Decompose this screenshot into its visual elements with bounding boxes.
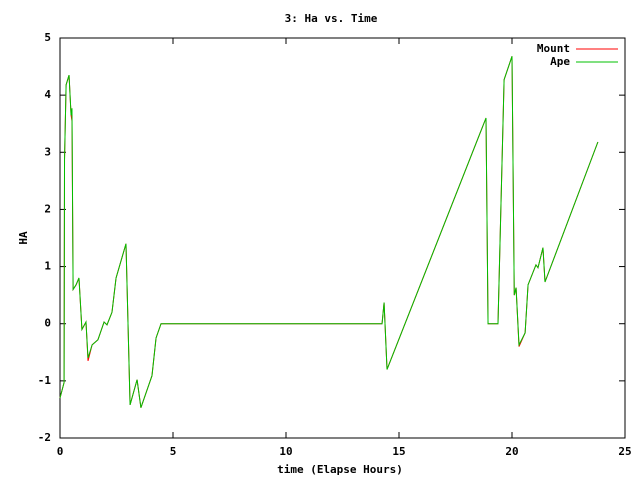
y-tick-label: 3 <box>44 145 51 158</box>
legend-label: Ape <box>550 55 570 68</box>
x-tick-label: 15 <box>392 445 405 458</box>
x-axis-label: time (Elapse Hours) <box>277 463 403 476</box>
y-tick-label: 1 <box>44 260 51 273</box>
plot-frame <box>59 37 626 439</box>
x-tick-label: 5 <box>170 445 177 458</box>
y-tick-label: 4 <box>44 88 51 101</box>
series-line <box>59 56 599 408</box>
y-tick-label: 5 <box>44 31 51 44</box>
y-axis-label: HA <box>17 231 30 245</box>
x-tick-label: 20 <box>505 445 518 458</box>
x-tick-label: 0 <box>57 445 64 458</box>
y-tick-label: 2 <box>44 202 51 215</box>
y-tick-label: 0 <box>44 317 51 330</box>
y-tick-label: -1 <box>38 374 52 387</box>
series-line <box>59 56 599 408</box>
legend-label: Mount <box>537 42 570 55</box>
x-tick-label: 10 <box>279 445 292 458</box>
y-tick-label: -2 <box>38 431 51 444</box>
chart-title: 3: Ha vs. Time <box>285 12 378 25</box>
x-tick-label: 25 <box>618 445 631 458</box>
